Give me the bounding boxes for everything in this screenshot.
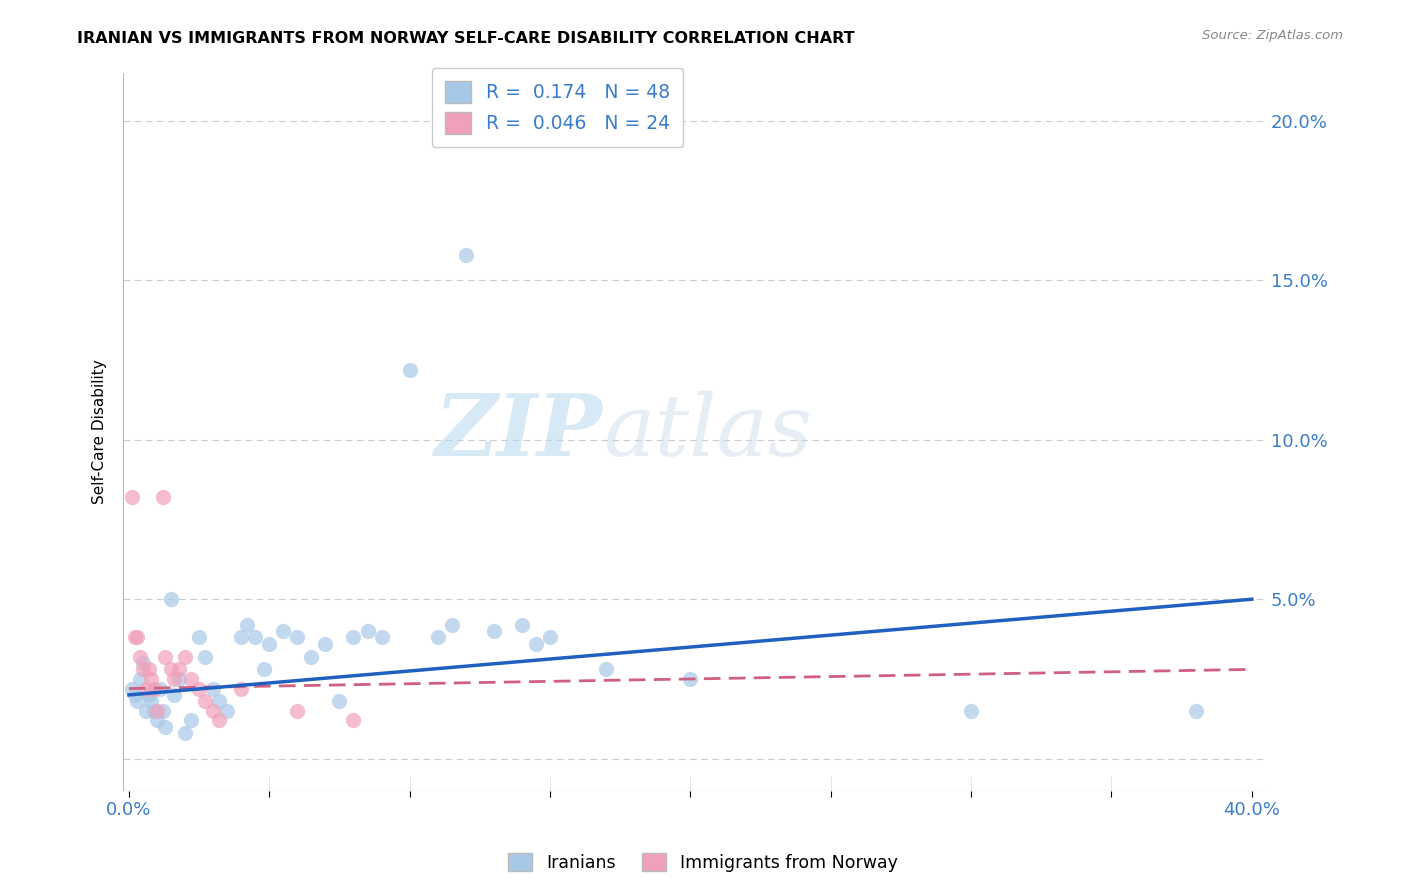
Point [194, 649, 217, 664]
Point [141, 694, 163, 708]
Legend: R =  0.174   N = 48, R =  0.046   N = 24: R = 0.174 N = 48, R = 0.046 N = 24 [432, 68, 683, 147]
Point [174, 726, 197, 740]
Point [169, 662, 191, 676]
Point [188, 631, 211, 645]
Point [155, 649, 177, 664]
Point [149, 681, 172, 696]
Point [188, 681, 211, 696]
Point [202, 681, 225, 696]
Point [202, 704, 225, 718]
Point [231, 631, 253, 645]
Point [152, 490, 174, 504]
Point [160, 662, 183, 676]
Legend: Iranians, Immigrants from Norway: Iranians, Immigrants from Norway [501, 847, 905, 879]
Point [180, 672, 202, 686]
Point [245, 631, 267, 645]
Point [454, 248, 477, 262]
Point [273, 624, 295, 639]
Point [143, 681, 166, 696]
Point [208, 714, 231, 728]
Text: ZIP: ZIP [436, 390, 603, 474]
Point [135, 704, 157, 718]
Point [259, 637, 281, 651]
Point [138, 662, 160, 676]
Point [174, 649, 197, 664]
Point [146, 704, 169, 718]
Point [217, 704, 239, 718]
Point [180, 714, 202, 728]
Point [127, 694, 149, 708]
Point [314, 637, 336, 651]
Point [129, 672, 152, 686]
Point [285, 704, 308, 718]
Text: Source: ZipAtlas.com: Source: ZipAtlas.com [1202, 29, 1343, 42]
Y-axis label: Self-Care Disability: Self-Care Disability [93, 359, 107, 504]
Point [440, 617, 463, 632]
Point [141, 672, 163, 686]
Point [960, 704, 983, 718]
Point [426, 631, 449, 645]
Point [524, 637, 547, 651]
Point [127, 631, 149, 645]
Point [146, 714, 169, 728]
Point [124, 631, 146, 645]
Text: atlas: atlas [603, 391, 813, 473]
Point [152, 704, 174, 718]
Point [482, 624, 505, 639]
Point [121, 490, 143, 504]
Point [124, 688, 146, 702]
Point [510, 617, 533, 632]
Point [370, 631, 392, 645]
Point [155, 720, 177, 734]
Point [143, 704, 166, 718]
Point [1184, 704, 1206, 718]
Point [342, 714, 364, 728]
Point [328, 694, 350, 708]
Point [356, 624, 378, 639]
Point [285, 631, 308, 645]
Point [135, 681, 157, 696]
Point [236, 617, 259, 632]
Point [132, 656, 155, 670]
Point [160, 592, 183, 607]
Point [132, 662, 155, 676]
Point [253, 662, 276, 676]
Point [299, 649, 322, 664]
Point [121, 681, 143, 696]
Point [163, 688, 186, 702]
Point [129, 649, 152, 664]
Point [342, 631, 364, 645]
Point [595, 662, 617, 676]
Point [194, 694, 217, 708]
Point [208, 694, 231, 708]
Point [679, 672, 702, 686]
Point [169, 672, 191, 686]
Point [163, 672, 186, 686]
Text: IRANIAN VS IMMIGRANTS FROM NORWAY SELF-CARE DISABILITY CORRELATION CHART: IRANIAN VS IMMIGRANTS FROM NORWAY SELF-C… [77, 31, 855, 46]
Point [398, 362, 420, 376]
Point [231, 681, 253, 696]
Point [138, 688, 160, 702]
Point [538, 631, 561, 645]
